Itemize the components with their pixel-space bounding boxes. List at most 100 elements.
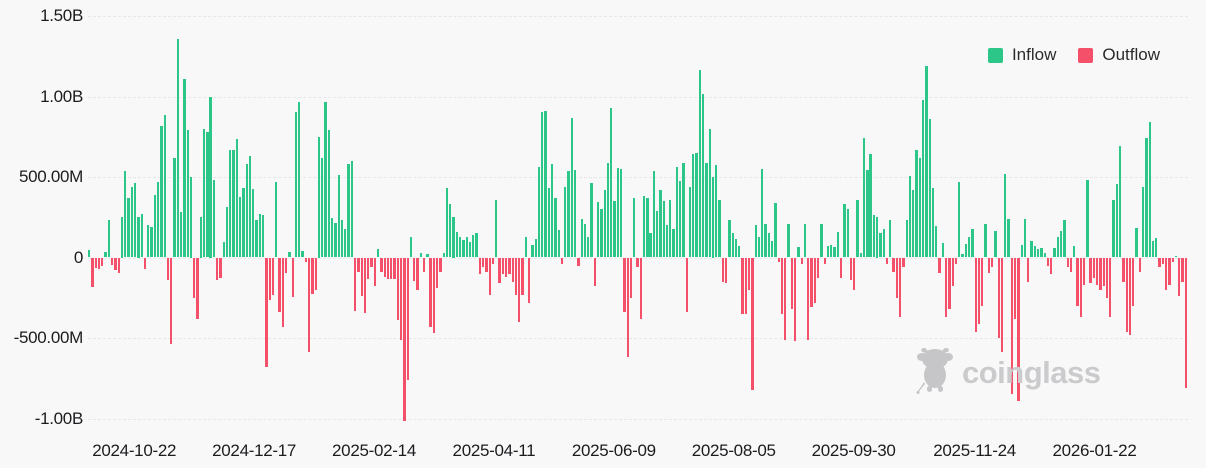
inflow-bar[interactable] xyxy=(176,38,179,258)
outflow-bar[interactable] xyxy=(1102,257,1105,287)
outflow-bar[interactable] xyxy=(353,257,357,311)
outflow-bar[interactable] xyxy=(1096,257,1099,285)
inflow-bar[interactable] xyxy=(212,180,216,258)
inflow-bar[interactable] xyxy=(856,199,859,258)
inflow-bar[interactable] xyxy=(711,177,715,258)
inflow-bar[interactable] xyxy=(409,236,413,258)
outflow-bar[interactable] xyxy=(748,257,751,290)
inflow-bar[interactable] xyxy=(787,224,790,258)
inflow-bar[interactable] xyxy=(1073,246,1076,258)
inflow-bar[interactable] xyxy=(209,96,212,258)
outflow-bar[interactable] xyxy=(1082,257,1086,285)
inflow-bar[interactable] xyxy=(879,232,882,258)
outflow-bar[interactable] xyxy=(593,257,596,287)
outflow-bar[interactable] xyxy=(1046,257,1050,266)
inflow-bar[interactable] xyxy=(587,236,590,258)
outflow-bar[interactable] xyxy=(114,257,117,271)
inflow-bar[interactable] xyxy=(908,176,912,258)
inflow-bar[interactable] xyxy=(120,217,124,258)
outflow-bar[interactable] xyxy=(291,257,294,297)
inflow-bar[interactable] xyxy=(754,225,757,258)
inflow-bar[interactable] xyxy=(669,199,672,258)
outflow-bar[interactable] xyxy=(895,257,899,298)
inflow-bar[interactable] xyxy=(183,78,186,258)
outflow-bar[interactable] xyxy=(790,257,793,310)
inflow-bar[interactable] xyxy=(442,253,445,258)
outflow-bar[interactable] xyxy=(899,257,902,318)
outflow-bar[interactable] xyxy=(413,257,416,281)
outflow-bar[interactable] xyxy=(938,257,941,273)
outflow-bar[interactable] xyxy=(626,257,629,358)
inflow-bar[interactable] xyxy=(475,233,478,258)
outflow-bar[interactable] xyxy=(488,257,491,295)
inflow-bar[interactable] xyxy=(173,157,176,258)
outflow-bar[interactable] xyxy=(383,257,386,277)
inflow-bar[interactable] xyxy=(836,231,839,258)
inflow-bar[interactable] xyxy=(692,153,695,258)
inflow-bar[interactable] xyxy=(964,243,967,258)
outflow-bar[interactable] xyxy=(482,257,485,268)
inflow-bar[interactable] xyxy=(573,169,577,258)
inflow-bar[interactable] xyxy=(682,163,685,258)
inflow-bar[interactable] xyxy=(242,187,245,258)
outflow-bar[interactable] xyxy=(514,257,518,295)
inflow-bar[interactable] xyxy=(156,181,160,258)
inflow-bar[interactable] xyxy=(1056,236,1059,258)
outflow-bar[interactable] xyxy=(1158,257,1161,268)
outflow-bar[interactable] xyxy=(1125,257,1128,332)
outflow-bar[interactable] xyxy=(849,257,853,281)
inflow-bar[interactable] xyxy=(688,186,692,258)
inflow-bar[interactable] xyxy=(124,170,127,258)
inflow-bar[interactable] xyxy=(1119,146,1122,258)
outflow-bar[interactable] xyxy=(518,257,521,322)
inflow-bar[interactable] xyxy=(137,217,140,258)
inflow-bar[interactable] xyxy=(715,164,718,258)
inflow-bar[interactable] xyxy=(616,168,619,258)
outflow-bar[interactable] xyxy=(990,257,994,268)
inflow-bar[interactable] xyxy=(550,164,554,258)
outflow-bar[interactable] xyxy=(281,257,285,327)
inflow-bar[interactable] xyxy=(931,188,935,258)
outflow-bar[interactable] xyxy=(987,257,990,273)
outflow-bar[interactable] xyxy=(216,257,219,281)
inflow-bar[interactable] xyxy=(275,181,278,258)
outflow-bar[interactable] xyxy=(823,257,826,264)
outflow-bar[interactable] xyxy=(363,257,367,314)
inflow-bar[interactable] xyxy=(150,226,153,258)
inflow-bar[interactable] xyxy=(206,131,209,258)
inflow-bar[interactable] xyxy=(606,162,610,258)
inflow-bar[interactable] xyxy=(472,234,475,258)
outflow-bar[interactable] xyxy=(951,257,954,287)
outflow-bar[interactable] xyxy=(166,257,170,281)
inflow-bar[interactable] xyxy=(797,247,800,258)
outflow-bar[interactable] xyxy=(386,257,390,280)
outflow-bar[interactable] xyxy=(501,257,505,274)
outflow-bar[interactable] xyxy=(1000,257,1004,353)
outflow-bar[interactable] xyxy=(370,257,373,268)
outflow-bar[interactable] xyxy=(741,257,744,314)
inflow-bar[interactable] xyxy=(327,130,330,258)
inflow-bar[interactable] xyxy=(258,213,262,258)
inflow-bar[interactable] xyxy=(882,228,885,258)
inflow-bar[interactable] xyxy=(662,201,665,258)
inflow-bar[interactable] xyxy=(262,215,265,258)
inflow-bar[interactable] xyxy=(583,224,587,258)
inflow-bar[interactable] xyxy=(163,115,166,258)
outflow-bar[interactable] xyxy=(403,257,406,421)
inflow-bar[interactable] xyxy=(225,206,229,258)
outflow-bar[interactable] xyxy=(478,257,482,274)
outflow-bar[interactable] xyxy=(396,257,399,321)
outflow-bar[interactable] xyxy=(439,257,442,272)
outflow-bar[interactable] xyxy=(304,257,307,262)
inflow-bar[interactable] xyxy=(534,238,537,258)
outflow-bar[interactable] xyxy=(1138,257,1142,272)
inflow-bar[interactable] xyxy=(708,128,711,258)
outflow-bar[interactable] xyxy=(793,257,797,342)
inflow-bar[interactable] xyxy=(449,204,452,258)
inflow-bar[interactable] xyxy=(452,217,455,258)
outflow-bar[interactable] xyxy=(311,257,314,294)
inflow-bar[interactable] xyxy=(202,128,206,258)
inflow-bar[interactable] xyxy=(531,244,534,258)
outflow-bar[interactable] xyxy=(110,257,114,265)
outflow-bar[interactable] xyxy=(491,257,495,264)
